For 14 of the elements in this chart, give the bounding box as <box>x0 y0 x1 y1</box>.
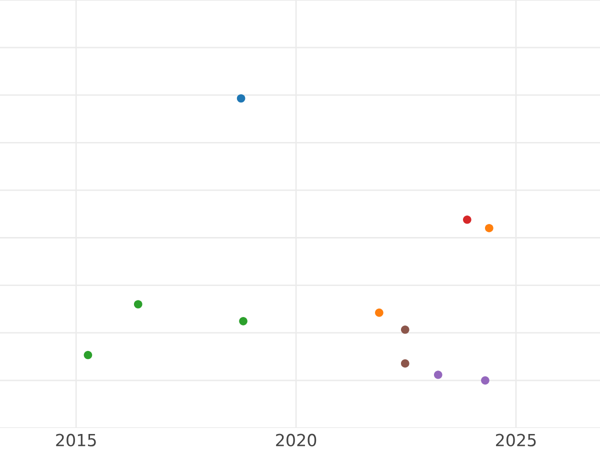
point <box>400 325 410 334</box>
point <box>84 350 92 360</box>
point <box>462 215 472 224</box>
point <box>484 224 494 232</box>
point <box>375 308 384 317</box>
point <box>236 94 246 103</box>
point <box>400 359 410 368</box>
x-tick-label: 2025 <box>496 434 536 446</box>
x-tick-label: 2015 <box>56 434 96 446</box>
point <box>434 370 442 379</box>
point <box>481 376 490 385</box>
point <box>239 317 248 326</box>
point <box>134 300 142 308</box>
x-tick-label: 2020 <box>276 434 316 446</box>
